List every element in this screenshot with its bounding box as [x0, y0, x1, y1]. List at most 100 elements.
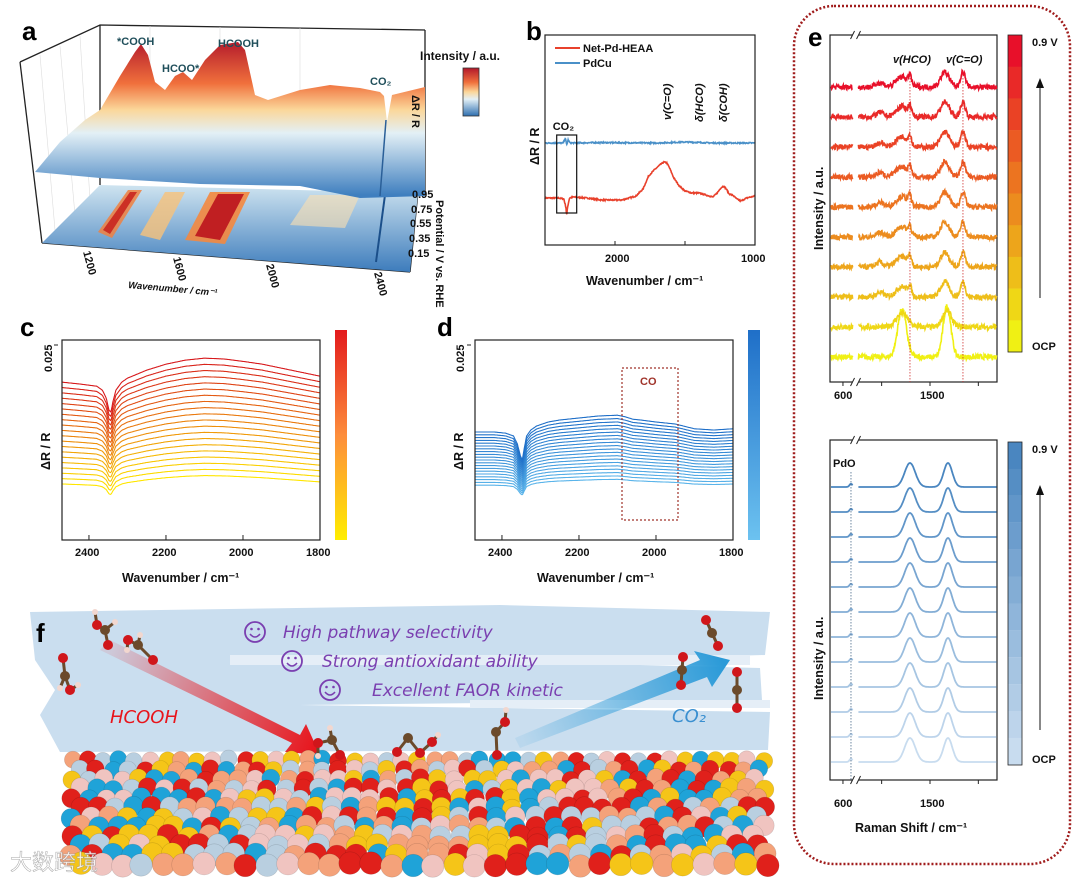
- atom-C: [133, 640, 143, 650]
- raman-spectrum-line: [858, 218, 998, 243]
- surface-atom: [671, 853, 695, 877]
- atom-C: [732, 685, 742, 695]
- molecule: [732, 667, 742, 713]
- spectrum-line: [62, 388, 321, 435]
- atom-O: [732, 667, 742, 677]
- colorbar-bottom-label: OCP: [1032, 341, 1056, 353]
- atom-H: [503, 707, 509, 713]
- axes-box: [829, 34, 998, 383]
- axis-break: [852, 437, 859, 443]
- colorbar-segment: [1008, 161, 1022, 194]
- raman-spectrum-line: [858, 612, 997, 638]
- surface-atom: [609, 852, 633, 877]
- series-line-net-pd-heaa: [544, 160, 756, 215]
- atom-H: [327, 725, 333, 731]
- x-tick: 2000: [605, 253, 629, 265]
- raman-spectrum-line: [858, 537, 997, 563]
- axis-break-icon: [850, 377, 861, 387]
- spectrum-line: [475, 424, 734, 466]
- spectrum-line: [62, 419, 321, 456]
- product-label: CO₂: [672, 706, 706, 727]
- x-axis-label-b: Wavenumber / cm⁻¹: [586, 274, 703, 288]
- colorbar-segment: [1008, 256, 1022, 289]
- spectrum-line: [61, 425, 321, 461]
- axes-box-d: [474, 339, 734, 541]
- axes-box-c: [61, 339, 321, 541]
- panel-label-b: b: [526, 16, 542, 46]
- surface-atom: [297, 851, 321, 876]
- raman-spectrum-line: [831, 707, 854, 713]
- x-tick: 2400: [75, 547, 99, 559]
- panel-label-e: e: [808, 22, 822, 52]
- spectrum-line: [61, 413, 321, 452]
- molecule: [123, 632, 158, 665]
- spectrum-line: [475, 475, 733, 494]
- atom-H: [92, 609, 98, 615]
- surface-atom: [276, 852, 300, 876]
- legend-label: Net-Pd-HEAA: [583, 43, 653, 55]
- spectrum-line: [475, 445, 733, 477]
- raman-spectrum-line: [831, 607, 854, 613]
- co-highlight-box: [621, 367, 679, 521]
- spectrum-line: [62, 444, 321, 474]
- spectrum-line: [61, 407, 321, 448]
- surface-atom: [421, 854, 445, 878]
- atom-O: [148, 655, 158, 665]
- molecule: [313, 725, 345, 760]
- atom-O: [701, 615, 711, 625]
- spectrum-line: [475, 448, 733, 479]
- axis-break: [852, 32, 859, 38]
- x-axis-label-d: Wavenumber / cm⁻¹: [537, 571, 654, 585]
- colorbar-segment: [1008, 320, 1022, 353]
- axis-break-icon: [850, 435, 861, 445]
- colorbar-segment: [1008, 98, 1022, 131]
- colorbar-segment: [1008, 495, 1022, 523]
- spectrum-line: [475, 468, 733, 490]
- molecule: [491, 707, 510, 760]
- panel-label-c: c: [20, 312, 34, 342]
- surface-atom: [401, 853, 425, 878]
- molecules: [57, 609, 742, 760]
- atom-O: [103, 640, 113, 650]
- spectrum-line: [475, 461, 734, 487]
- spectrum-line: [61, 369, 321, 422]
- y-axis-label-e-top: Intensity / a.u.: [812, 167, 826, 250]
- spectrum-line: [61, 363, 321, 418]
- spectrum-line: [475, 421, 734, 465]
- x-axis-label-a: Wavenumber / cm⁻¹: [128, 280, 219, 299]
- raman-spectrum-line: [831, 532, 854, 538]
- raman-spectrum-line: [858, 587, 997, 613]
- spectrum-line: [61, 394, 321, 439]
- heatmap-floor-bands: [98, 190, 386, 263]
- molecule: [57, 653, 81, 695]
- raman-spectrum-line: [858, 462, 997, 488]
- surface-atom: [756, 853, 780, 878]
- surface-atom: [525, 851, 549, 876]
- surface-atom: [171, 853, 195, 877]
- raman-spectrum-line: [858, 737, 997, 763]
- surface-atom: [338, 851, 362, 875]
- annotation-band: δ(HCO): [694, 83, 706, 122]
- raman-spectrum-line: [830, 232, 853, 242]
- surface-3d: [35, 42, 425, 198]
- raman-spectrum-line: [831, 732, 854, 738]
- raman-spectrum-line: [831, 757, 854, 763]
- y-axis-label-b: ΔR / R: [528, 128, 542, 165]
- panel-b: b CO₂ v(C=O) δ(HCO) δ(COH) Net-Pd-HEAA PdCu…: [526, 16, 765, 288]
- spectrum-line: [475, 414, 733, 461]
- x-tick: 2000: [642, 547, 666, 559]
- raman-spectrum-line: [830, 201, 854, 212]
- raman-spectrum-line: [857, 99, 998, 122]
- spectrum-line: [475, 478, 733, 496]
- colorbar-segment: [1008, 549, 1022, 577]
- y-tick: 0.75: [411, 204, 432, 216]
- axis-break: [852, 777, 859, 783]
- axes-box: [829, 439, 998, 781]
- spectrum-line: [475, 465, 734, 488]
- axis-break-icon: [850, 30, 861, 40]
- raman-spectrum-line: [858, 308, 997, 333]
- atom-H: [124, 647, 130, 653]
- raman-spectrum-line: [830, 351, 854, 363]
- atom-O: [678, 652, 688, 662]
- panel-f: f High pathway selectivity Strong antioxi…: [10, 605, 780, 878]
